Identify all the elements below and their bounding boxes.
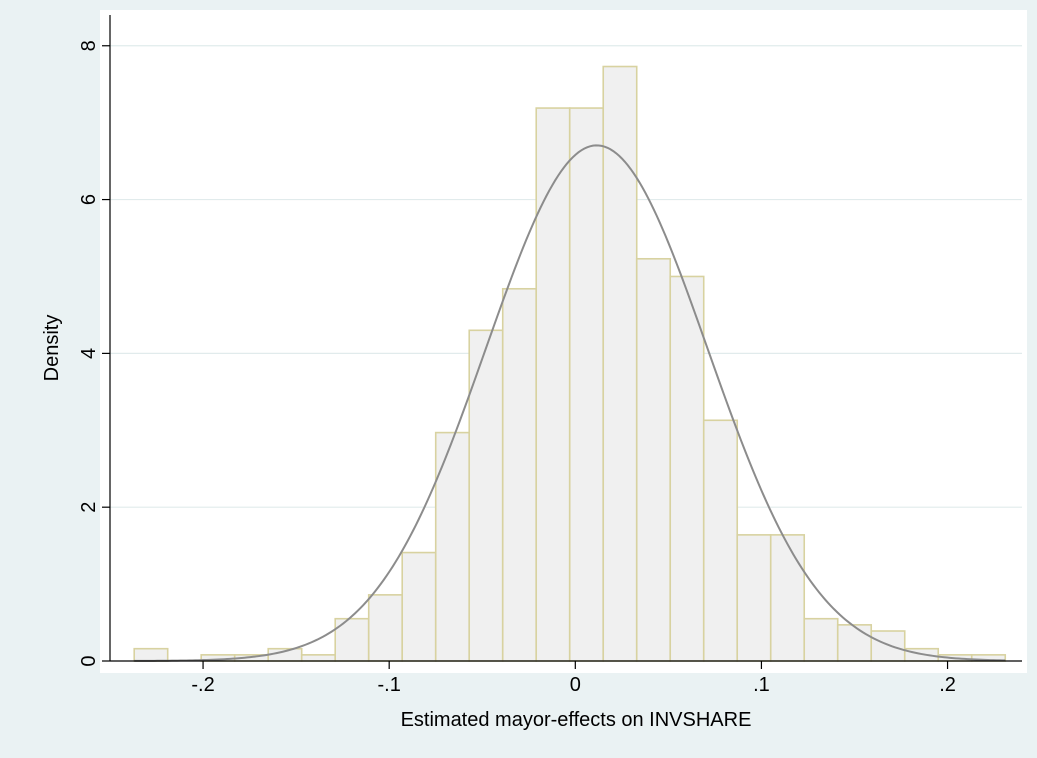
- histogram-bar: [501, 287, 538, 662]
- x-tick-label: 0: [570, 674, 581, 696]
- y-tick-label: 0: [78, 655, 100, 666]
- histogram-bar: [300, 654, 337, 662]
- y-tick-label: 2: [78, 502, 100, 513]
- y-tick-label: 6: [78, 194, 100, 205]
- x-tick-label: -.1: [378, 674, 401, 696]
- histogram-bar: [434, 431, 471, 662]
- y-tick-label: 4: [78, 348, 100, 359]
- y-tick-label: 8: [78, 40, 100, 51]
- y-axis-label: Density: [41, 315, 63, 382]
- histogram-bar: [870, 630, 906, 662]
- histogram-bar: [401, 551, 437, 662]
- histogram-bars: [133, 65, 1007, 662]
- histogram-bar: [568, 107, 605, 662]
- x-tick-label: .2: [939, 674, 956, 696]
- histogram-bar: [803, 617, 839, 662]
- x-axis-label: Estimated mayor-effects on INVSHARE: [401, 709, 752, 731]
- histogram-bar: [769, 534, 806, 662]
- histogram-bar: [736, 534, 772, 662]
- histogram-bar: [669, 275, 705, 662]
- x-tick-label: -.2: [191, 674, 214, 696]
- histogram-bar: [535, 107, 571, 662]
- histogram-bar: [702, 419, 739, 662]
- x-tick-label: .1: [753, 674, 770, 696]
- histogram-bar: [133, 647, 169, 662]
- axes: 0 2 4 6 8 -.2 -.1 0 .1 .2: [78, 15, 1022, 696]
- histogram-bar: [367, 594, 404, 662]
- normal-density-curve: [134, 144, 1006, 662]
- histogram-bar: [635, 257, 672, 662]
- histogram-bar: [836, 624, 873, 662]
- histogram-bar: [468, 329, 504, 662]
